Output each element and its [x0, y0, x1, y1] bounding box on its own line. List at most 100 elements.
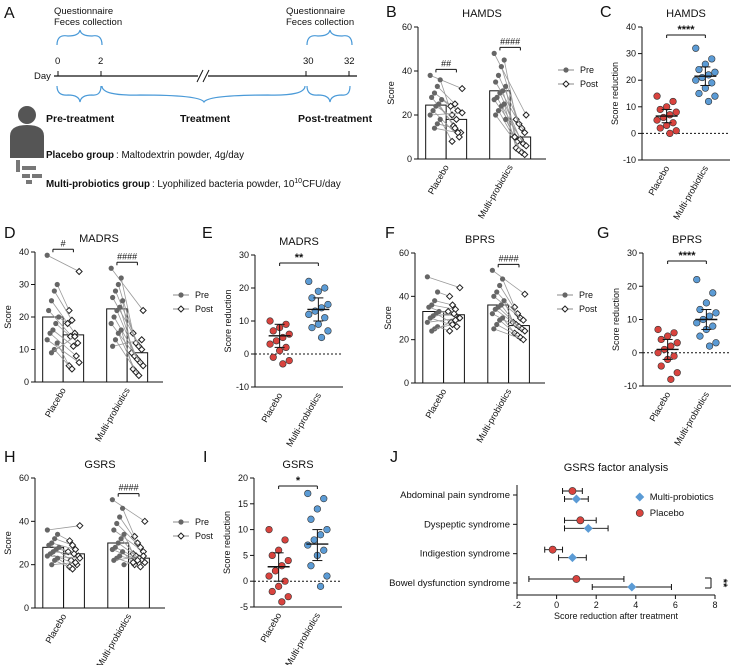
legend-pre-marker — [563, 67, 569, 73]
data-point-placebo — [656, 124, 664, 132]
point-pre — [432, 298, 438, 304]
point-pre — [111, 527, 117, 533]
point-post — [451, 316, 460, 324]
probiotics-unit: CFU/day — [302, 179, 341, 190]
chart-h-gsrs-scores: GSRS 0 20 40 60 Score #### Placebo Multi-probiot… — [3, 459, 214, 665]
y-tick-label: 0 — [24, 603, 29, 613]
paired-line — [56, 284, 70, 311]
point-pre — [108, 265, 114, 271]
point-pre — [429, 94, 435, 100]
data-point-multi-probiotics — [307, 562, 315, 570]
paired-line — [495, 309, 523, 330]
point-pre — [424, 274, 430, 280]
point-pre — [109, 497, 115, 503]
point-post — [451, 124, 459, 132]
data-point-placebo — [672, 127, 680, 135]
point-pre — [44, 527, 50, 533]
data-point-placebo — [266, 317, 274, 325]
paired-line — [499, 319, 518, 336]
data-point-multi-probiotics — [712, 309, 720, 317]
placebo-group-line: Placebo group: Maltodextrin powder, 4g/d… — [46, 150, 244, 161]
data-point-multi-probiotics — [711, 68, 719, 76]
data-point-multi-probiotics — [709, 289, 717, 297]
data-point-multi-probiotics — [708, 55, 716, 63]
point-post — [139, 306, 147, 315]
point-post — [448, 301, 457, 309]
point-post — [451, 100, 459, 108]
legend-post-label: Post — [579, 304, 598, 314]
point-pre — [503, 83, 509, 89]
point-pre — [489, 311, 495, 317]
point-pre — [52, 557, 58, 563]
point-post — [520, 128, 529, 137]
paired-line — [53, 551, 75, 555]
paired-line — [497, 306, 520, 327]
point-post — [73, 339, 82, 347]
chart-title: HAMDS — [666, 8, 706, 20]
category-label: Dyspeptic syndrome — [424, 519, 510, 530]
x-tick-label-multi-probiotics: Multi-probiotics — [283, 611, 322, 665]
paired-line — [47, 525, 80, 531]
data-point-multi-probiotics — [307, 515, 315, 523]
y-axis-label: Score — [386, 81, 396, 105]
chart-g-bprs-reduction: BPRS -10 0 10 20 30 Score reduction **** Placebo… — [611, 234, 731, 447]
data-point-placebo — [271, 567, 280, 575]
point-post — [75, 267, 83, 276]
y-tick-label: 0 — [407, 154, 412, 164]
point-post — [519, 335, 528, 344]
data-point-placebo — [666, 129, 674, 137]
point-pre — [120, 298, 126, 304]
data-point-placebo — [284, 593, 292, 601]
point-pre — [111, 314, 117, 320]
point-pre — [491, 97, 497, 103]
chart-i-gsrs-reduction: GSRS -5 0 5 10 15 20 Score reduction * Placebo Mul… — [222, 459, 342, 665]
chart-title: MADRS — [279, 236, 319, 248]
point-pre — [495, 108, 502, 114]
y-axis-label: Score — [3, 531, 13, 555]
legend-placebo-label: Placebo — [650, 508, 684, 519]
point-post — [76, 554, 84, 562]
panel-label-f: F — [385, 225, 395, 242]
point-post — [458, 109, 466, 117]
paired-line — [120, 538, 137, 557]
panel-label-b: B — [386, 4, 397, 21]
y-tick-label: 10 — [19, 345, 29, 355]
paired-line — [110, 268, 144, 311]
data-point-placebo — [278, 562, 286, 570]
x-tick-label-multi-probiotics: Multi-probiotics — [94, 612, 133, 665]
point-pre — [424, 319, 430, 325]
chart-title: GSRS — [282, 459, 313, 471]
legend-post-marker — [561, 305, 569, 313]
point-pre — [48, 298, 55, 304]
data-point-placebo — [265, 525, 273, 534]
y-tick-label: 10 — [626, 102, 636, 112]
data-point-placebo — [654, 325, 662, 334]
day-2: 2 — [98, 56, 103, 67]
point-pre — [118, 275, 124, 281]
paired-line — [427, 276, 460, 289]
chart-c-hamds-reduction: HAMDS -10 0 10 20 30 40 Score reduction **** Plac… — [610, 8, 730, 221]
panel-label-a: A — [4, 5, 15, 22]
data-point-placebo — [269, 327, 277, 335]
paired-line — [492, 313, 526, 332]
y-tick-label: 5 — [243, 550, 248, 560]
paired-line — [431, 304, 456, 310]
x-tick-label-multi-probiotics: Multi-probiotics — [93, 386, 132, 444]
data-point-placebo — [275, 582, 283, 590]
timeline-break-1 — [196, 69, 204, 83]
y-tick-label: 0 — [243, 576, 248, 586]
paired-line — [55, 323, 71, 337]
y-tick-label: 20 — [238, 473, 248, 483]
paired-line — [46, 339, 80, 363]
data-point-multi-probiotics — [695, 65, 703, 74]
y-axis-label: Score reduction — [610, 62, 620, 125]
point-post — [68, 565, 77, 573]
placebo-group-desc: : Maltodextrin powder, 4g/day — [116, 150, 244, 161]
schematic-feces-left: Feces collection — [54, 17, 122, 28]
point-pre — [503, 116, 509, 122]
point-pre — [110, 343, 116, 349]
point-pre — [44, 252, 50, 258]
y-tick-label: 40 — [19, 247, 29, 257]
chart-title: HAMDS — [462, 8, 502, 20]
y-tick-label: 40 — [626, 22, 636, 32]
